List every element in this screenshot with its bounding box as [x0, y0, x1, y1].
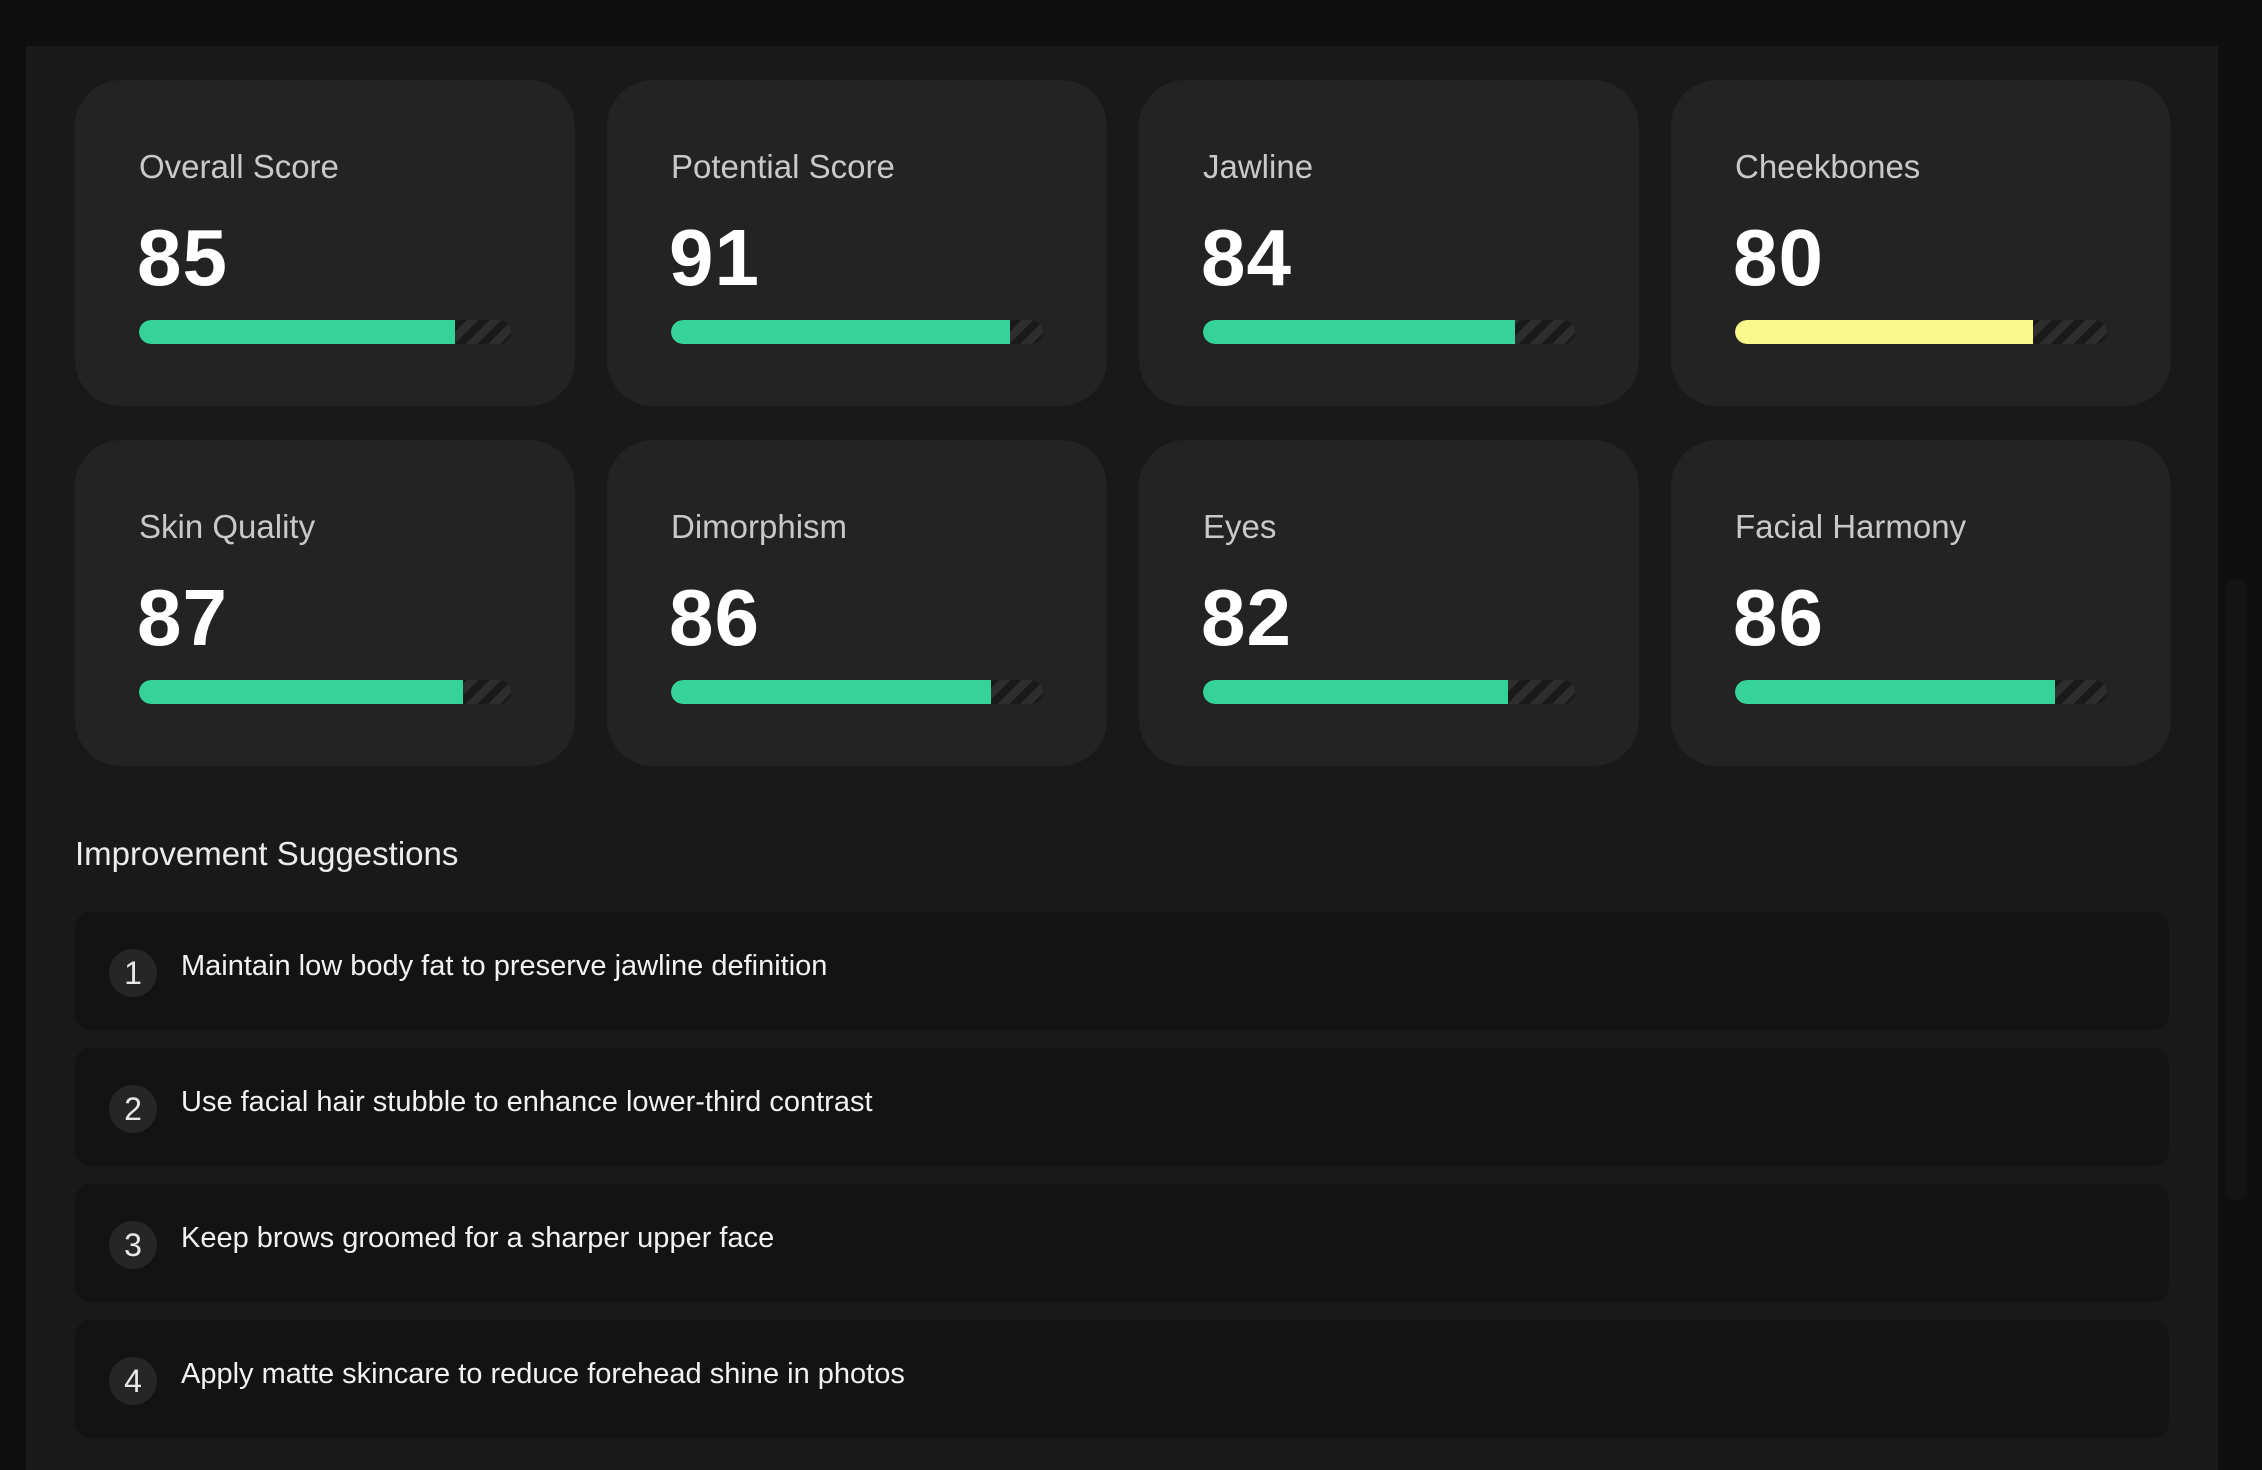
score-value: 86	[1733, 573, 1824, 662]
score-label: Jawline	[1203, 148, 1314, 185]
score-grid: Overall Score 85 Potential Score 91 Jawl…	[75, 80, 2171, 766]
score-bar-fill	[671, 320, 1010, 344]
suggestion-number: 1	[109, 949, 157, 997]
suggestions-list: 1 Maintain low body fat to preserve jawl…	[75, 912, 2169, 1456]
score-label: Dimorphism	[671, 508, 848, 545]
score-card-cheekbones: Cheekbones 80	[1671, 80, 2171, 406]
suggestion-text: Maintain low body fat to preserve jawlin…	[181, 950, 828, 982]
suggestions-title: Improvement Suggestions	[75, 835, 459, 872]
score-label: Overall Score	[139, 148, 339, 185]
score-bar-fill	[1203, 320, 1516, 344]
score-value: 80	[1733, 213, 1824, 302]
score-card-potential: Potential Score 91	[607, 80, 1107, 406]
score-label: Facial Harmony	[1735, 508, 1967, 545]
suggestion-text: Use facial hair stubble to enhance lower…	[181, 1086, 873, 1118]
score-card-overall: Overall Score 85	[75, 80, 575, 406]
score-value: 86	[669, 573, 760, 662]
suggestion-number: 2	[109, 1085, 157, 1133]
score-label: Skin Quality	[139, 508, 316, 545]
score-bar-fill	[1735, 320, 2033, 344]
score-label: Potential Score	[671, 148, 895, 185]
score-card-facial-harmony: Facial Harmony 86	[1671, 440, 2171, 766]
score-bar-fill	[671, 680, 991, 704]
score-bar-track	[1735, 320, 2107, 344]
score-value: 91	[669, 213, 760, 302]
score-bar-fill	[139, 680, 463, 704]
suggestion-text: Apply matte skincare to reduce forehead …	[181, 1358, 905, 1390]
score-label: Eyes	[1203, 508, 1277, 545]
suggestion-text: Keep brows groomed for a sharper upper f…	[181, 1222, 775, 1254]
score-label: Cheekbones	[1735, 148, 1921, 185]
score-bar-track	[1735, 680, 2107, 704]
suggestion-number: 3	[109, 1221, 157, 1269]
score-bar-fill	[139, 320, 456, 344]
score-bar-fill	[1203, 680, 1509, 704]
score-card-jawline: Jawline 84	[1139, 80, 1639, 406]
score-bar-fill	[1735, 680, 2055, 704]
score-value: 85	[137, 213, 228, 302]
score-card-eyes: Eyes 82	[1139, 440, 1639, 766]
score-value: 87	[137, 573, 228, 662]
score-card-skin-quality: Skin Quality 87	[75, 440, 575, 766]
suggestion-number: 4	[109, 1357, 157, 1405]
score-value: 84	[1201, 213, 1292, 302]
score-bar-track	[139, 680, 511, 704]
score-card-dimorphism: Dimorphism 86	[607, 440, 1107, 766]
score-bar-track	[671, 320, 1043, 344]
suggestion-item: 1 Maintain low body fat to preserve jawl…	[75, 912, 2169, 1030]
suggestion-item: 4 Apply matte skincare to reduce forehea…	[75, 1320, 2169, 1438]
suggestion-item: 3 Keep brows groomed for a sharper upper…	[75, 1184, 2169, 1302]
scrollbar-thumb[interactable]	[2225, 580, 2247, 1200]
score-bar-track	[1203, 680, 1575, 704]
score-bar-track	[139, 320, 511, 344]
score-bar-track	[671, 680, 1043, 704]
suggestion-item: 2 Use facial hair stubble to enhance low…	[75, 1048, 2169, 1166]
score-bar-track	[1203, 320, 1575, 344]
score-value: 82	[1201, 573, 1292, 662]
